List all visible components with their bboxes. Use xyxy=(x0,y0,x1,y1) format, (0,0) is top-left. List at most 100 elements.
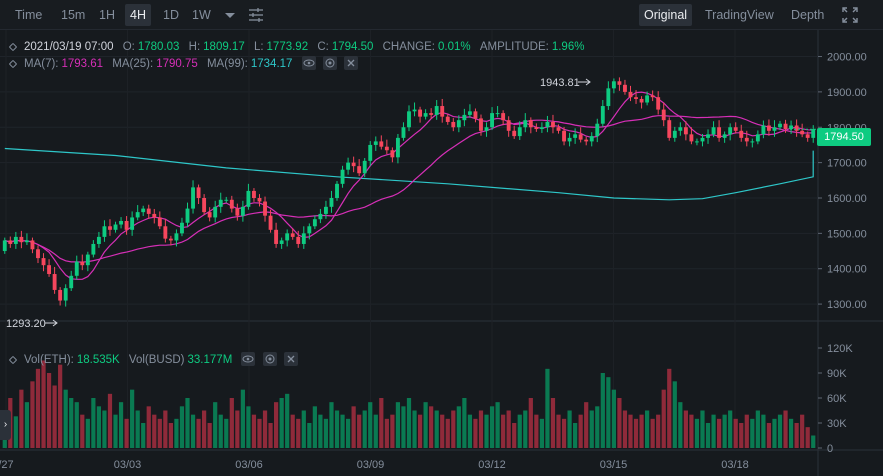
volume-bar xyxy=(312,406,317,448)
candle-body xyxy=(794,125,799,131)
volume-bar xyxy=(462,398,467,448)
candle-body xyxy=(174,233,179,241)
volume-close-icon[interactable] xyxy=(283,352,298,366)
volume-bar xyxy=(351,406,356,448)
candle-body xyxy=(141,208,146,213)
volume-visibility-eye-icon[interactable] xyxy=(241,352,256,366)
ma-legend: MA(7): 1793.61 MA(25): 1790.75 MA(99): 1734… xyxy=(8,56,359,72)
candle-body xyxy=(440,106,445,117)
candle-body xyxy=(761,125,766,135)
ohlc-legend: 2021/03/19 07:00 O: 1780.03 H: 1809.17 L: 1… xyxy=(8,39,590,55)
time-tick-label: 03/09 xyxy=(357,459,385,471)
volume-bar xyxy=(85,418,90,448)
candle-body xyxy=(789,125,794,130)
volume-bar xyxy=(163,410,168,448)
candle-body xyxy=(290,233,295,237)
price-chart[interactable]: 2000.001900.001800.001700.001600.001500.… xyxy=(0,30,883,476)
volume-bar xyxy=(91,398,96,448)
ma-settings-gear-icon[interactable] xyxy=(322,56,337,70)
candle-body xyxy=(96,236,101,244)
volume-bar xyxy=(739,423,744,448)
volume-bar xyxy=(578,414,583,448)
volume-bar xyxy=(285,393,290,448)
volume-bar xyxy=(661,389,666,448)
volume-bar xyxy=(257,418,262,448)
ma7-polyline xyxy=(4,91,814,280)
volume-bar xyxy=(528,398,533,448)
low-annotation: 1293.20 xyxy=(6,318,46,330)
indicator-settings-icon[interactable] xyxy=(246,5,266,25)
candle-body xyxy=(778,123,782,128)
candle-body xyxy=(312,219,317,227)
volume-bar xyxy=(235,410,240,448)
volume-bar xyxy=(41,360,46,448)
candle-body xyxy=(91,243,96,255)
candle-body xyxy=(434,106,439,115)
price-tick-label: 1900.00 xyxy=(827,87,867,99)
candle-body xyxy=(180,222,184,234)
volume-bar xyxy=(700,410,705,448)
more-intervals-chevron-down-icon[interactable] xyxy=(220,5,240,25)
volume-bar xyxy=(24,402,30,448)
candle-body xyxy=(74,261,79,276)
candle-body xyxy=(811,129,816,138)
volume-bar xyxy=(246,406,251,448)
volume-bar xyxy=(323,418,329,448)
candle-body xyxy=(113,224,118,230)
view-original[interactable]: Original xyxy=(639,4,693,26)
chart-canvas[interactable]: 2000.001900.001800.001700.001600.001500.… xyxy=(0,30,883,476)
interval-1h[interactable]: 1H xyxy=(99,8,115,22)
volume-bar xyxy=(240,389,245,448)
candle-body xyxy=(373,141,378,145)
interval-1d[interactable]: 1D xyxy=(163,8,179,22)
candle-body xyxy=(783,123,788,130)
interval-15m[interactable]: 15m xyxy=(61,8,86,22)
volume-bar xyxy=(788,418,794,448)
candle-body xyxy=(650,95,655,98)
volume-settings-gear-icon[interactable] xyxy=(262,352,277,366)
candle-body xyxy=(257,197,262,202)
ma-visibility-eye-icon[interactable] xyxy=(301,56,316,70)
volume-bar xyxy=(656,414,661,448)
volume-bar xyxy=(467,414,473,448)
side-panel-toggle[interactable]: › xyxy=(0,410,11,440)
ma-close-icon[interactable] xyxy=(344,56,359,70)
candle-body xyxy=(401,127,406,138)
time-tick-label: 03/06 xyxy=(235,459,263,471)
candle-body xyxy=(36,249,40,259)
view-tradingview[interactable]: TradingView xyxy=(705,8,774,22)
interval-4h[interactable]: 4H xyxy=(125,4,151,26)
volume-bar xyxy=(96,406,102,448)
legend-ma7: 1793.61 xyxy=(61,58,104,70)
price-tick-label: 1300.00 xyxy=(827,299,867,311)
candle-body xyxy=(484,127,489,131)
candle-body xyxy=(185,208,190,223)
candle-body xyxy=(495,113,500,115)
volume-bar xyxy=(561,418,567,448)
candle-body xyxy=(218,199,223,207)
volume-bar xyxy=(390,414,395,448)
volume-bar xyxy=(440,414,445,448)
ma7-line xyxy=(4,91,814,280)
candle-body xyxy=(429,113,434,115)
volume-bar xyxy=(262,410,268,448)
candle-body xyxy=(628,91,633,98)
volume-bar xyxy=(412,410,417,448)
time-button[interactable]: Time xyxy=(15,8,43,22)
candle-body xyxy=(368,144,373,161)
candle-body xyxy=(307,226,312,234)
current-price-tag: 1794.50 xyxy=(817,128,871,146)
fullscreen-icon[interactable] xyxy=(840,5,860,25)
candle-body xyxy=(274,229,279,244)
candle-body xyxy=(490,113,494,128)
interval-1w[interactable]: 1W xyxy=(192,8,211,22)
volume-bar xyxy=(296,418,301,448)
volume-bar xyxy=(334,410,340,448)
candle-body xyxy=(766,125,771,131)
view-depth[interactable]: Depth xyxy=(791,8,825,22)
volume-bar xyxy=(550,398,556,448)
candle-body xyxy=(683,127,688,135)
volume-bar xyxy=(567,410,572,448)
volume-bar xyxy=(384,418,389,448)
volume-bar xyxy=(118,402,124,448)
